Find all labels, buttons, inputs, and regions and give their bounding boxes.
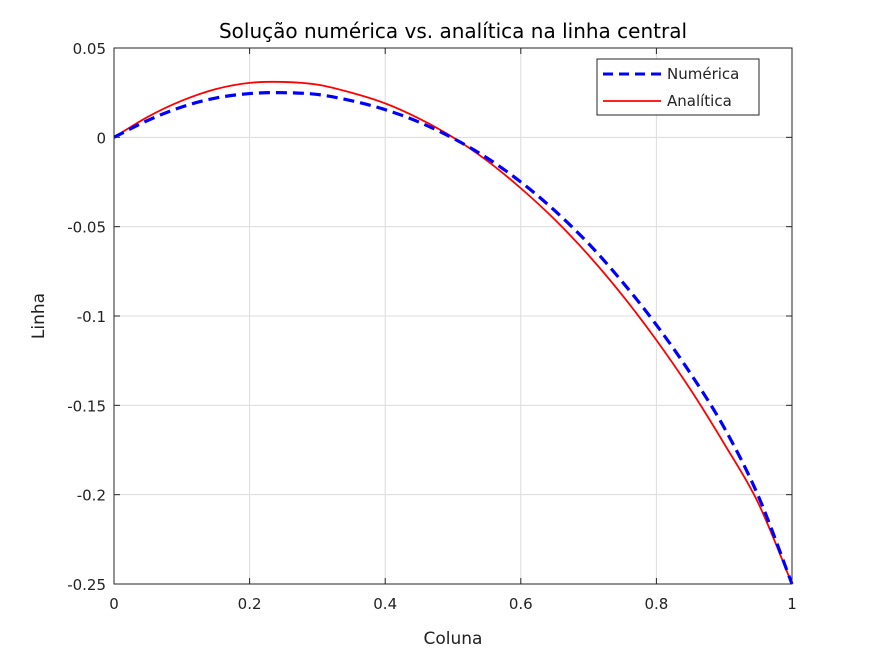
y-tick-label: -0.05: [67, 219, 106, 237]
y-tick-label: 0.05: [73, 40, 106, 58]
chart-title: Solução numérica vs. analítica na linha …: [219, 19, 687, 43]
legend-box: [596, 58, 760, 116]
ticks-group: 0 0.2 0.4 0.6 0.8 1 0.05 0 -0.05 -0.1 -0.15 -0.2 -0.…: [67, 40, 797, 613]
y-tick-label: -0.1: [77, 308, 106, 326]
y-axis-label: Linha: [29, 293, 49, 339]
x-tick-label: 0.2: [238, 595, 262, 613]
x-tick-label: 0: [109, 595, 119, 613]
series-group: [113, 80, 794, 585]
legend-label-analitica: Analítica: [667, 92, 732, 110]
y-tick-label: 0: [96, 129, 106, 147]
legend-label-numerica: Numérica: [667, 65, 739, 83]
y-tick-label: -0.2: [77, 487, 106, 505]
y-tick-label: -0.25: [67, 576, 106, 594]
series-line-numerica: [113, 91, 794, 585]
x-tick-label: 0.6: [509, 595, 533, 613]
y-tick-label: -0.15: [67, 397, 106, 415]
x-tick-label: 0.4: [373, 595, 397, 613]
x-axis-label: Coluna: [424, 629, 483, 649]
x-tick-label: 1: [787, 595, 797, 613]
x-tick-label: 0.8: [644, 595, 668, 613]
legend: Numérica Analítica: [596, 58, 760, 116]
